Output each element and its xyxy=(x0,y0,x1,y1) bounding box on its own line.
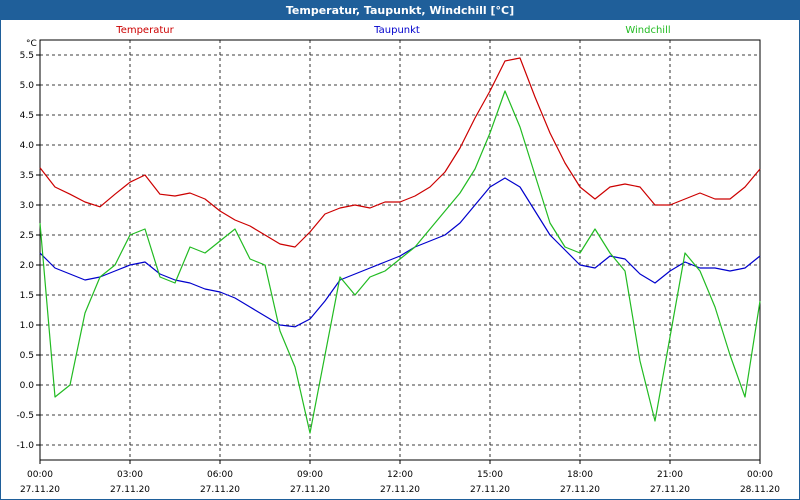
x-tick-time: 18:00 xyxy=(567,470,593,480)
y-tick-label: 3.0 xyxy=(20,201,35,211)
grid-lines xyxy=(40,40,760,460)
x-tick-date: 27.11.20 xyxy=(290,485,330,495)
x-tick-date: 27.11.20 xyxy=(20,485,60,495)
x-tick-date: 27.11.20 xyxy=(200,485,240,495)
x-tick-time: 21:00 xyxy=(657,470,683,480)
x-tick-time: 09:00 xyxy=(297,470,323,480)
x-tick-date: 27.11.20 xyxy=(110,485,150,495)
y-tick-label: 4.5 xyxy=(20,111,34,121)
series-line-windchill xyxy=(39,90,761,434)
x-tick-time: 12:00 xyxy=(387,470,413,480)
x-tick-time: 00:00 xyxy=(27,470,53,480)
series-line-temperatur xyxy=(39,57,761,248)
x-tick-date: 27.11.20 xyxy=(650,485,690,495)
legend-taupunkt: Taupunkt xyxy=(373,25,420,36)
y-tick-label: 0.5 xyxy=(20,351,34,361)
y-tick-label: 3.5 xyxy=(20,171,34,181)
legend-windchill: Windchill xyxy=(625,25,670,36)
y-tick-label: 4.0 xyxy=(20,141,35,151)
y-tick-label: 0.0 xyxy=(20,381,35,391)
y-tick-label: 5.5 xyxy=(20,51,34,61)
y-axis-ticks: 5.5 5.0 4.5 4.0 3.5 3.0 2.5 2.0 1.5 1.0 0.5 0.0 -0.5… xyxy=(16,51,40,451)
y-unit-label: °C xyxy=(26,39,37,49)
y-tick-label: 2.0 xyxy=(20,261,35,271)
x-axis-ticks: 00:00 27.11.20 03:00 27.11.20 06:00 27.11.20 0… xyxy=(20,460,780,495)
series-line-taupunkt xyxy=(39,177,761,328)
legend: Temperatur Taupunkt Windchill xyxy=(115,25,670,36)
y-tick-label: -0.5 xyxy=(16,411,34,421)
window-title: Temperatur, Taupunkt, Windchill [°C] xyxy=(1,1,799,20)
y-tick-label: 1.5 xyxy=(20,291,34,301)
series-lines xyxy=(39,57,761,434)
x-tick-time: 15:00 xyxy=(477,470,503,480)
legend-temperatur: Temperatur xyxy=(115,25,174,36)
x-tick-time: 06:00 xyxy=(207,470,233,480)
y-tick-label: -1.0 xyxy=(16,441,34,451)
x-tick-date: 27.11.20 xyxy=(560,485,600,495)
y-tick-label: 1.0 xyxy=(20,321,35,331)
x-tick-time: 00:00 xyxy=(747,470,773,480)
x-tick-time: 03:00 xyxy=(117,470,143,480)
x-tick-date: 27.11.20 xyxy=(380,485,420,495)
y-tick-label: 5.0 xyxy=(20,81,35,91)
x-tick-date: 27.11.20 xyxy=(470,485,510,495)
x-tick-date: 28.11.20 xyxy=(740,485,780,495)
y-tick-label: 2.5 xyxy=(20,231,34,241)
